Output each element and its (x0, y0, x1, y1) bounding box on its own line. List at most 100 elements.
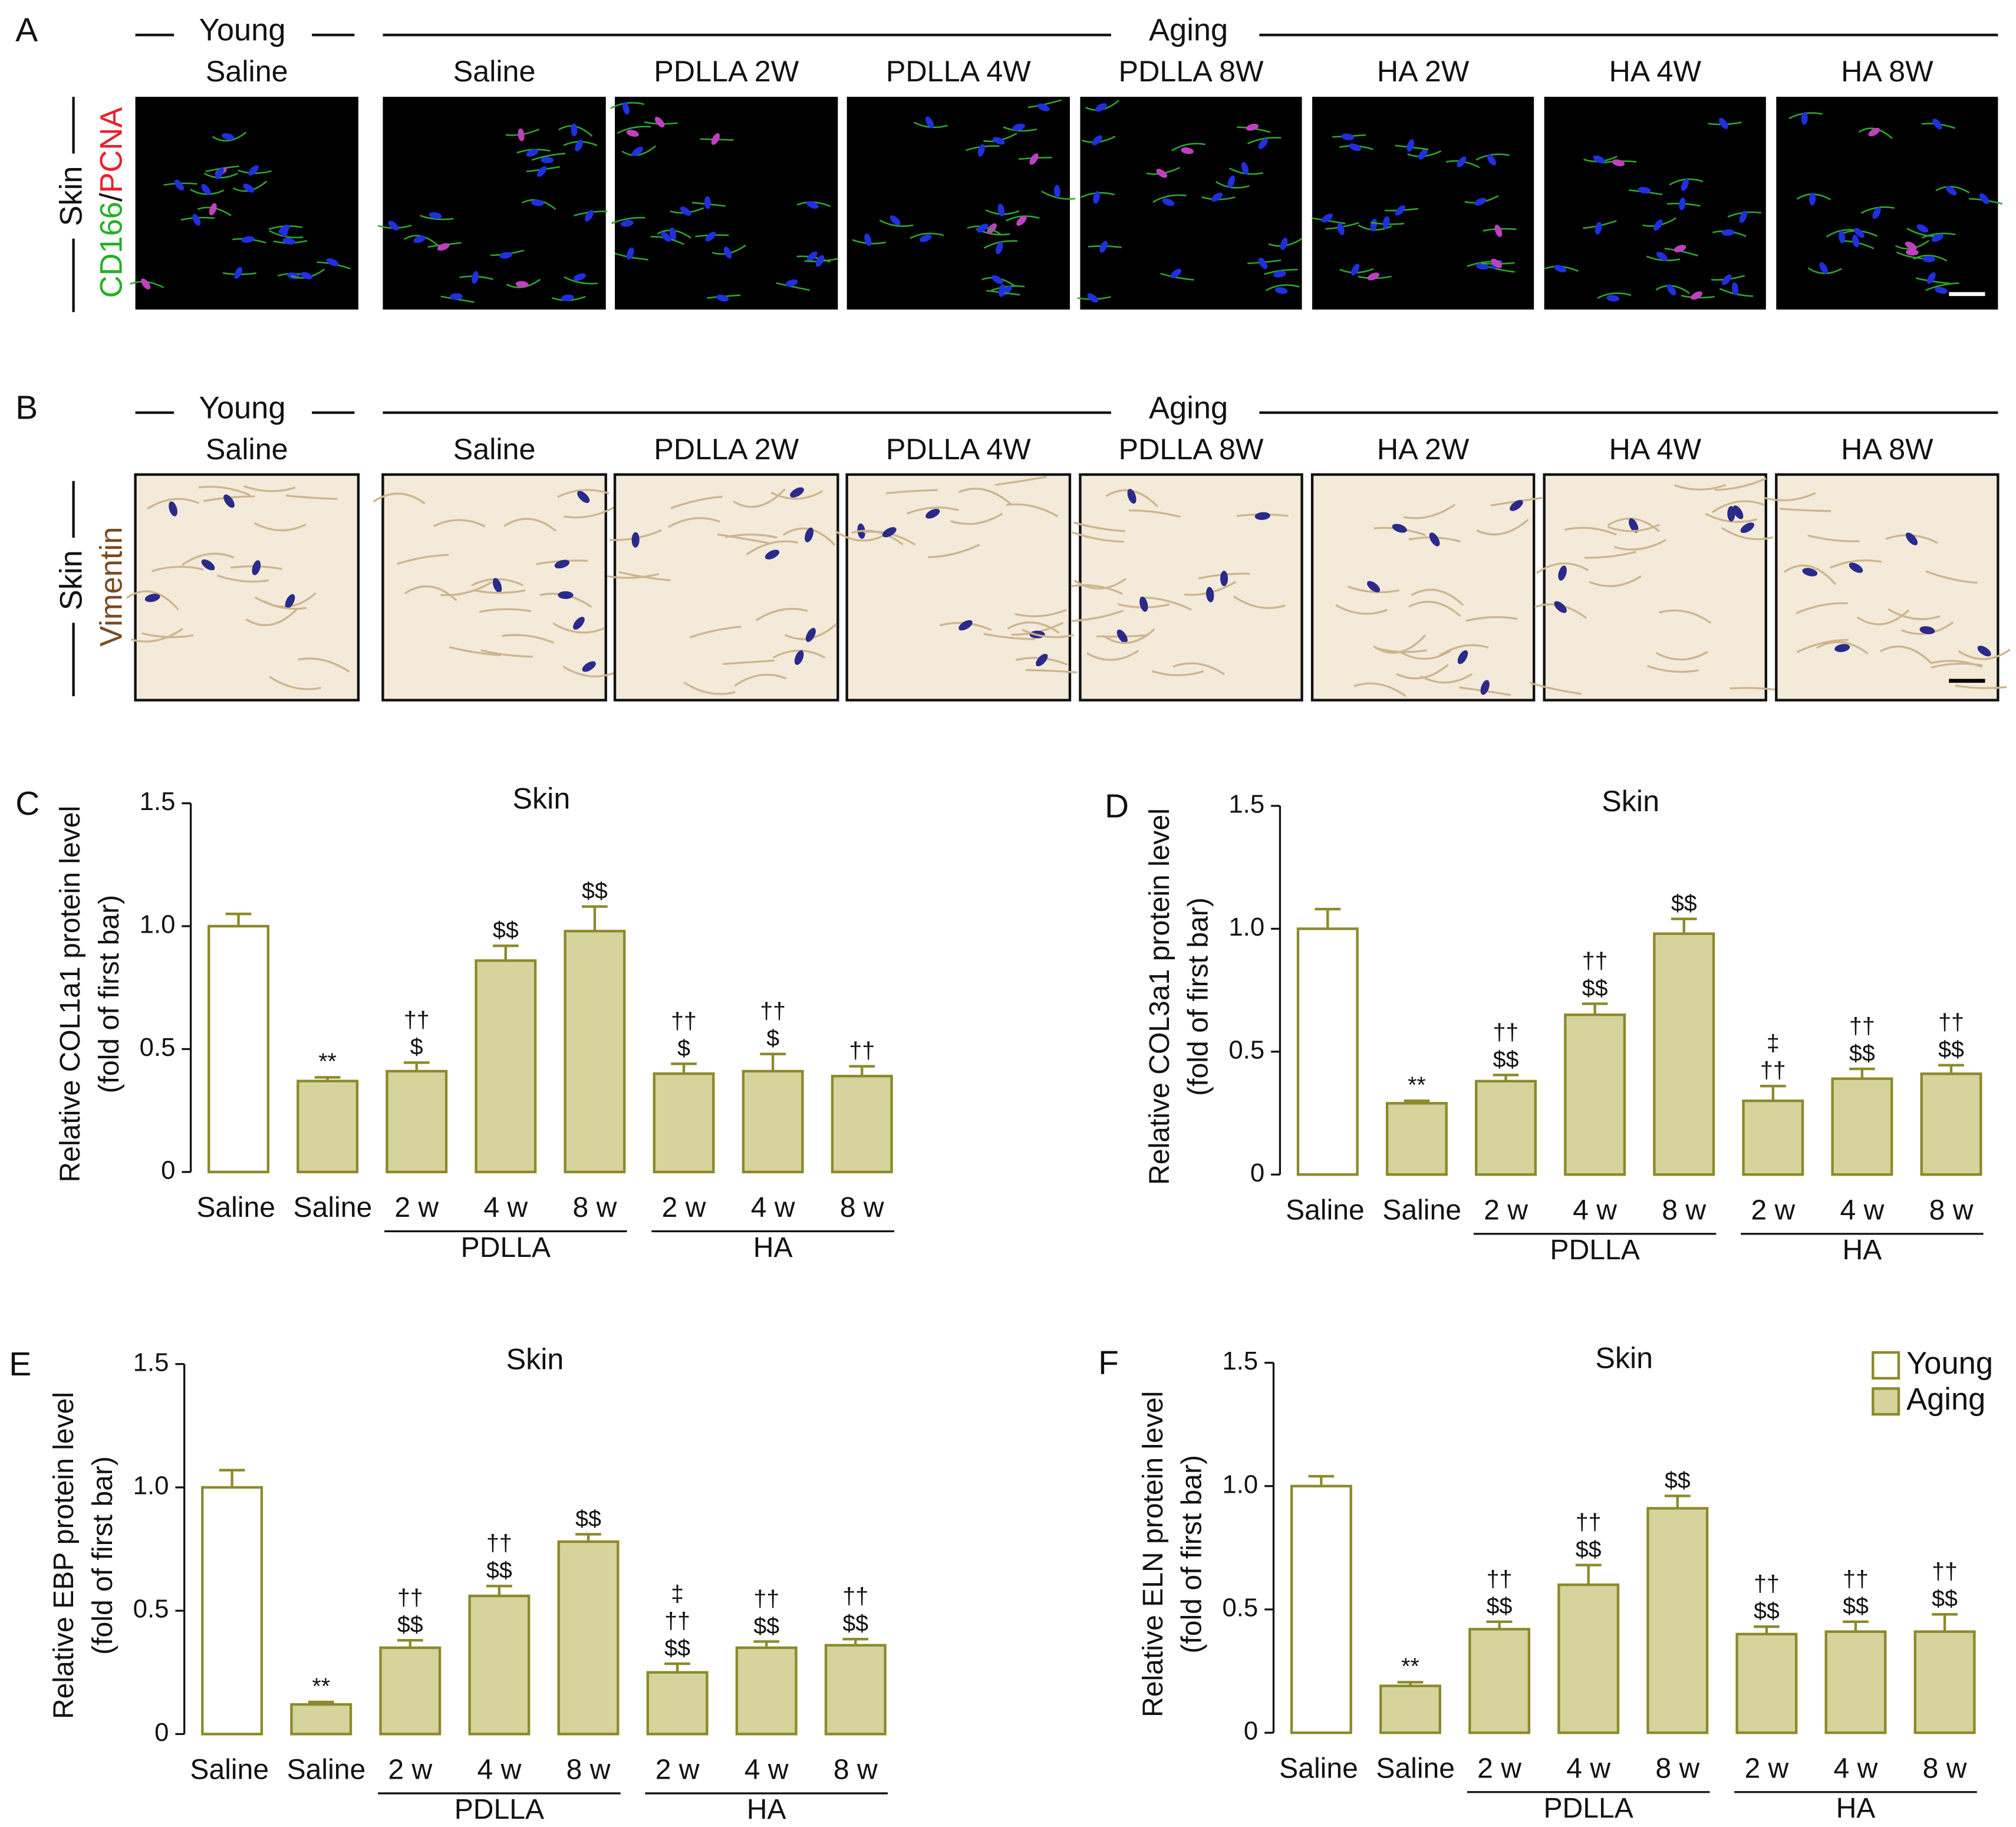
tissue-label: Skin (54, 166, 89, 226)
fiber (1529, 682, 1582, 695)
significance-label: $$ (582, 878, 608, 904)
fiber (607, 572, 660, 579)
nucleus (925, 509, 940, 519)
nucleus (631, 532, 640, 548)
fiber (480, 649, 533, 658)
nucleus (1127, 489, 1137, 504)
significance-label: $$ (1932, 1586, 1958, 1612)
nucleus (326, 258, 339, 266)
x-tick-label: 2 w (1477, 1752, 1521, 1784)
nucleus (1919, 626, 1935, 634)
nucleus (1809, 192, 1816, 206)
fiber (1007, 621, 1060, 634)
bar (1646, 1507, 1709, 1734)
nucleus (1092, 135, 1103, 146)
nucleus (169, 501, 177, 516)
fiber (1925, 570, 1978, 584)
fiber (397, 554, 449, 565)
fiber (1958, 648, 2011, 660)
micrograph-bg (1080, 97, 1302, 310)
nucleus (1170, 269, 1182, 278)
fiber (564, 506, 616, 519)
fiber (773, 649, 826, 659)
nucleus (201, 183, 211, 195)
y-axis-label: (fold of first bar) (87, 1456, 118, 1655)
fiber (776, 282, 810, 291)
nucleus (413, 235, 426, 243)
nucleus (1612, 159, 1625, 167)
nucleus (1906, 532, 1918, 545)
fiber (1070, 584, 1123, 595)
fiber (1721, 526, 1774, 541)
fiber (928, 544, 980, 558)
significance-label: †† (1754, 1571, 1780, 1597)
nucleus (1868, 127, 1880, 137)
fiber (1172, 662, 1226, 676)
nucleus (1731, 282, 1739, 295)
nucleus (977, 223, 989, 233)
fiber (717, 533, 769, 544)
micrograph (1077, 97, 1303, 310)
fiber (1171, 143, 1205, 152)
panel-letter: E (9, 1346, 31, 1383)
stain-part: / (94, 193, 129, 202)
x-tick-label: 8 w (1662, 1194, 1706, 1226)
column-label: Saline (453, 432, 536, 466)
fiber (1783, 564, 1837, 585)
significance-label: ** (318, 1049, 337, 1075)
significance-label: $$ (1671, 890, 1697, 916)
fiber (503, 518, 556, 532)
nucleus (1012, 123, 1025, 131)
nucleus (977, 144, 985, 157)
column-label: PDLLA 4W (886, 54, 1031, 88)
group-label: PDLLA (1550, 1234, 1639, 1266)
nucleus (997, 203, 1005, 217)
nucleus (669, 227, 677, 241)
legend-label: Young (1906, 1346, 1993, 1381)
fiber (1347, 585, 1400, 594)
micrograph-bg (383, 97, 606, 310)
group-label: Aging (1149, 390, 1228, 425)
bar (646, 1671, 709, 1736)
nucleus (1679, 197, 1686, 210)
nucleus (1254, 512, 1270, 520)
nucleus (1834, 644, 1850, 653)
bar (1296, 927, 1359, 1176)
nucleus (1905, 249, 1919, 256)
significance-label: ** (312, 1673, 330, 1699)
stain-part: Vimentin (94, 527, 129, 647)
panel-letter: B (15, 390, 38, 427)
fiber (668, 517, 720, 528)
significance-label: ‡ (671, 1581, 684, 1607)
nucleus (1905, 241, 1917, 250)
fiber (1399, 649, 1452, 660)
nucleus (1418, 149, 1428, 160)
fiber (1655, 651, 1708, 661)
nucleus (558, 591, 574, 599)
fiber (254, 596, 307, 610)
column-label: Saline (453, 54, 536, 88)
group-label: Young (199, 390, 286, 425)
y-tick-label: 1.0 (133, 1471, 169, 1500)
micrograph (373, 473, 616, 702)
bar (1557, 1583, 1620, 1734)
fiber (1006, 503, 1059, 518)
nucleus (1429, 532, 1440, 547)
micrograph-bg (1310, 473, 1536, 702)
nucleus (1931, 233, 1943, 242)
nucleus (1274, 287, 1288, 294)
fiber (950, 512, 1003, 525)
fiber (734, 673, 787, 687)
legend-swatch (1872, 1351, 1900, 1380)
nucleus (585, 210, 594, 222)
fiber (617, 126, 651, 134)
nucleus (1554, 601, 1567, 613)
nucleus (554, 559, 570, 569)
significance-label: †† (671, 1008, 697, 1034)
x-tick-label: Saline (1286, 1194, 1365, 1226)
nucleus (1916, 224, 1929, 233)
nucleus (223, 494, 235, 508)
fiber (835, 530, 888, 542)
fiber (297, 657, 350, 673)
